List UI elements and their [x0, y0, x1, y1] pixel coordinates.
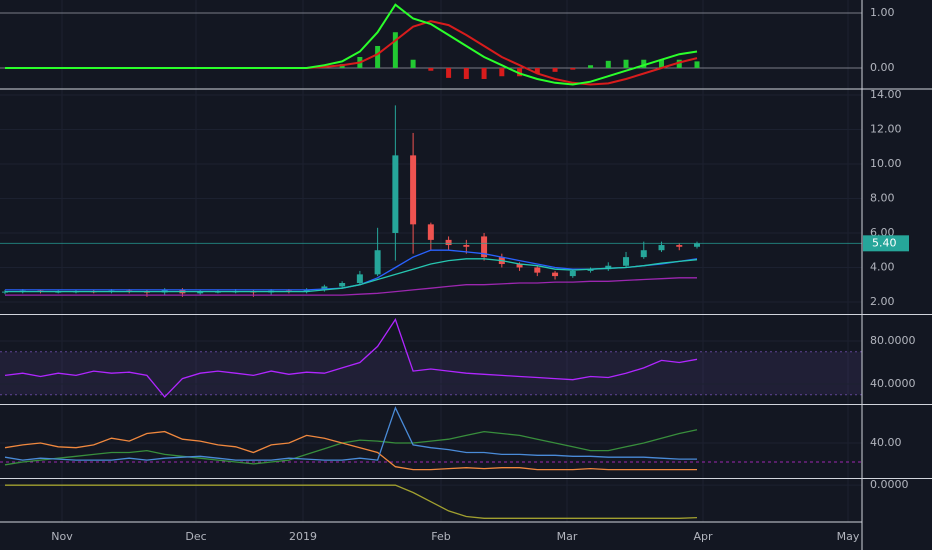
y-tick-label: 1.00	[870, 6, 895, 19]
band	[0, 351, 862, 395]
histogram-bar	[694, 61, 700, 68]
x-tick-label: Mar	[557, 530, 578, 543]
histogram-bar	[463, 67, 469, 79]
series-line	[4, 318, 698, 398]
x-tick-label: Dec	[185, 530, 206, 543]
histogram-bar	[481, 67, 487, 79]
histogram-bar	[410, 59, 416, 68]
x-tick-label: Feb	[431, 530, 450, 543]
candle-body	[463, 245, 470, 247]
histogram-bar	[641, 59, 647, 68]
candle-body	[427, 224, 434, 240]
histogram-bar	[570, 67, 576, 70]
last-price-badge	[863, 235, 909, 252]
candle-body	[552, 272, 559, 277]
histogram-bar	[499, 67, 505, 77]
candle-body	[374, 250, 381, 275]
y-tick-label: 14.00	[870, 88, 902, 101]
histogram-bar	[534, 67, 540, 74]
y-tick-label: 2.00	[870, 295, 895, 308]
series-line	[5, 484, 698, 519]
histogram-bar	[676, 59, 682, 68]
series-line	[5, 277, 697, 296]
y-tick-label: 4.00	[870, 260, 895, 273]
candle-body	[676, 245, 683, 247]
last-price-label: 5.40	[872, 236, 897, 249]
candle-body	[516, 264, 523, 268]
candle-body	[445, 239, 452, 246]
candle-body	[321, 286, 328, 290]
series-line	[5, 3, 698, 86]
y-tick-label: 8.00	[870, 191, 895, 204]
candle-body	[658, 245, 665, 251]
histogram-bar	[623, 59, 629, 68]
candle-body	[303, 289, 310, 292]
y-tick-label: 40.0000	[870, 377, 916, 390]
y-tick-label: 10.00	[870, 157, 902, 170]
candle-body	[481, 236, 488, 258]
x-tick-label: Nov	[51, 530, 73, 543]
candle-body	[356, 274, 363, 283]
series-line	[5, 20, 698, 86]
y-tick-label: 80.0000	[870, 334, 916, 347]
candle-body	[534, 267, 541, 273]
candle-body	[640, 250, 647, 258]
x-tick-label: 2019	[289, 530, 317, 543]
candle-body	[587, 269, 594, 271]
y-tick-label: 12.00	[870, 122, 902, 135]
series-line	[4, 429, 698, 466]
histogram-bar	[605, 60, 611, 68]
histogram-bar	[392, 32, 398, 68]
y-tick-label: 0.00	[870, 61, 895, 74]
histogram-bar	[446, 67, 452, 78]
histogram-bar	[517, 67, 523, 77]
candle-body	[197, 291, 204, 294]
x-tick-label: May	[837, 530, 860, 543]
series-line	[4, 430, 697, 471]
candle-body	[410, 155, 417, 225]
candle-body	[623, 257, 630, 266]
candle-body	[392, 155, 399, 233]
y-tick-label: 40.00	[870, 436, 902, 449]
histogram-bar	[375, 45, 381, 68]
series-line	[4, 406, 697, 461]
candle-body	[569, 270, 576, 277]
histogram-bar	[659, 59, 665, 68]
candle-body	[605, 265, 612, 270]
y-tick-label: 0.0000	[870, 478, 909, 491]
histogram-bar	[588, 65, 594, 68]
x-tick-label: Apr	[693, 530, 713, 543]
candle-body	[694, 243, 700, 247]
series-line	[5, 258, 698, 293]
candle-body	[339, 282, 346, 287]
histogram-bar	[428, 67, 434, 71]
histogram-bar	[552, 67, 558, 72]
